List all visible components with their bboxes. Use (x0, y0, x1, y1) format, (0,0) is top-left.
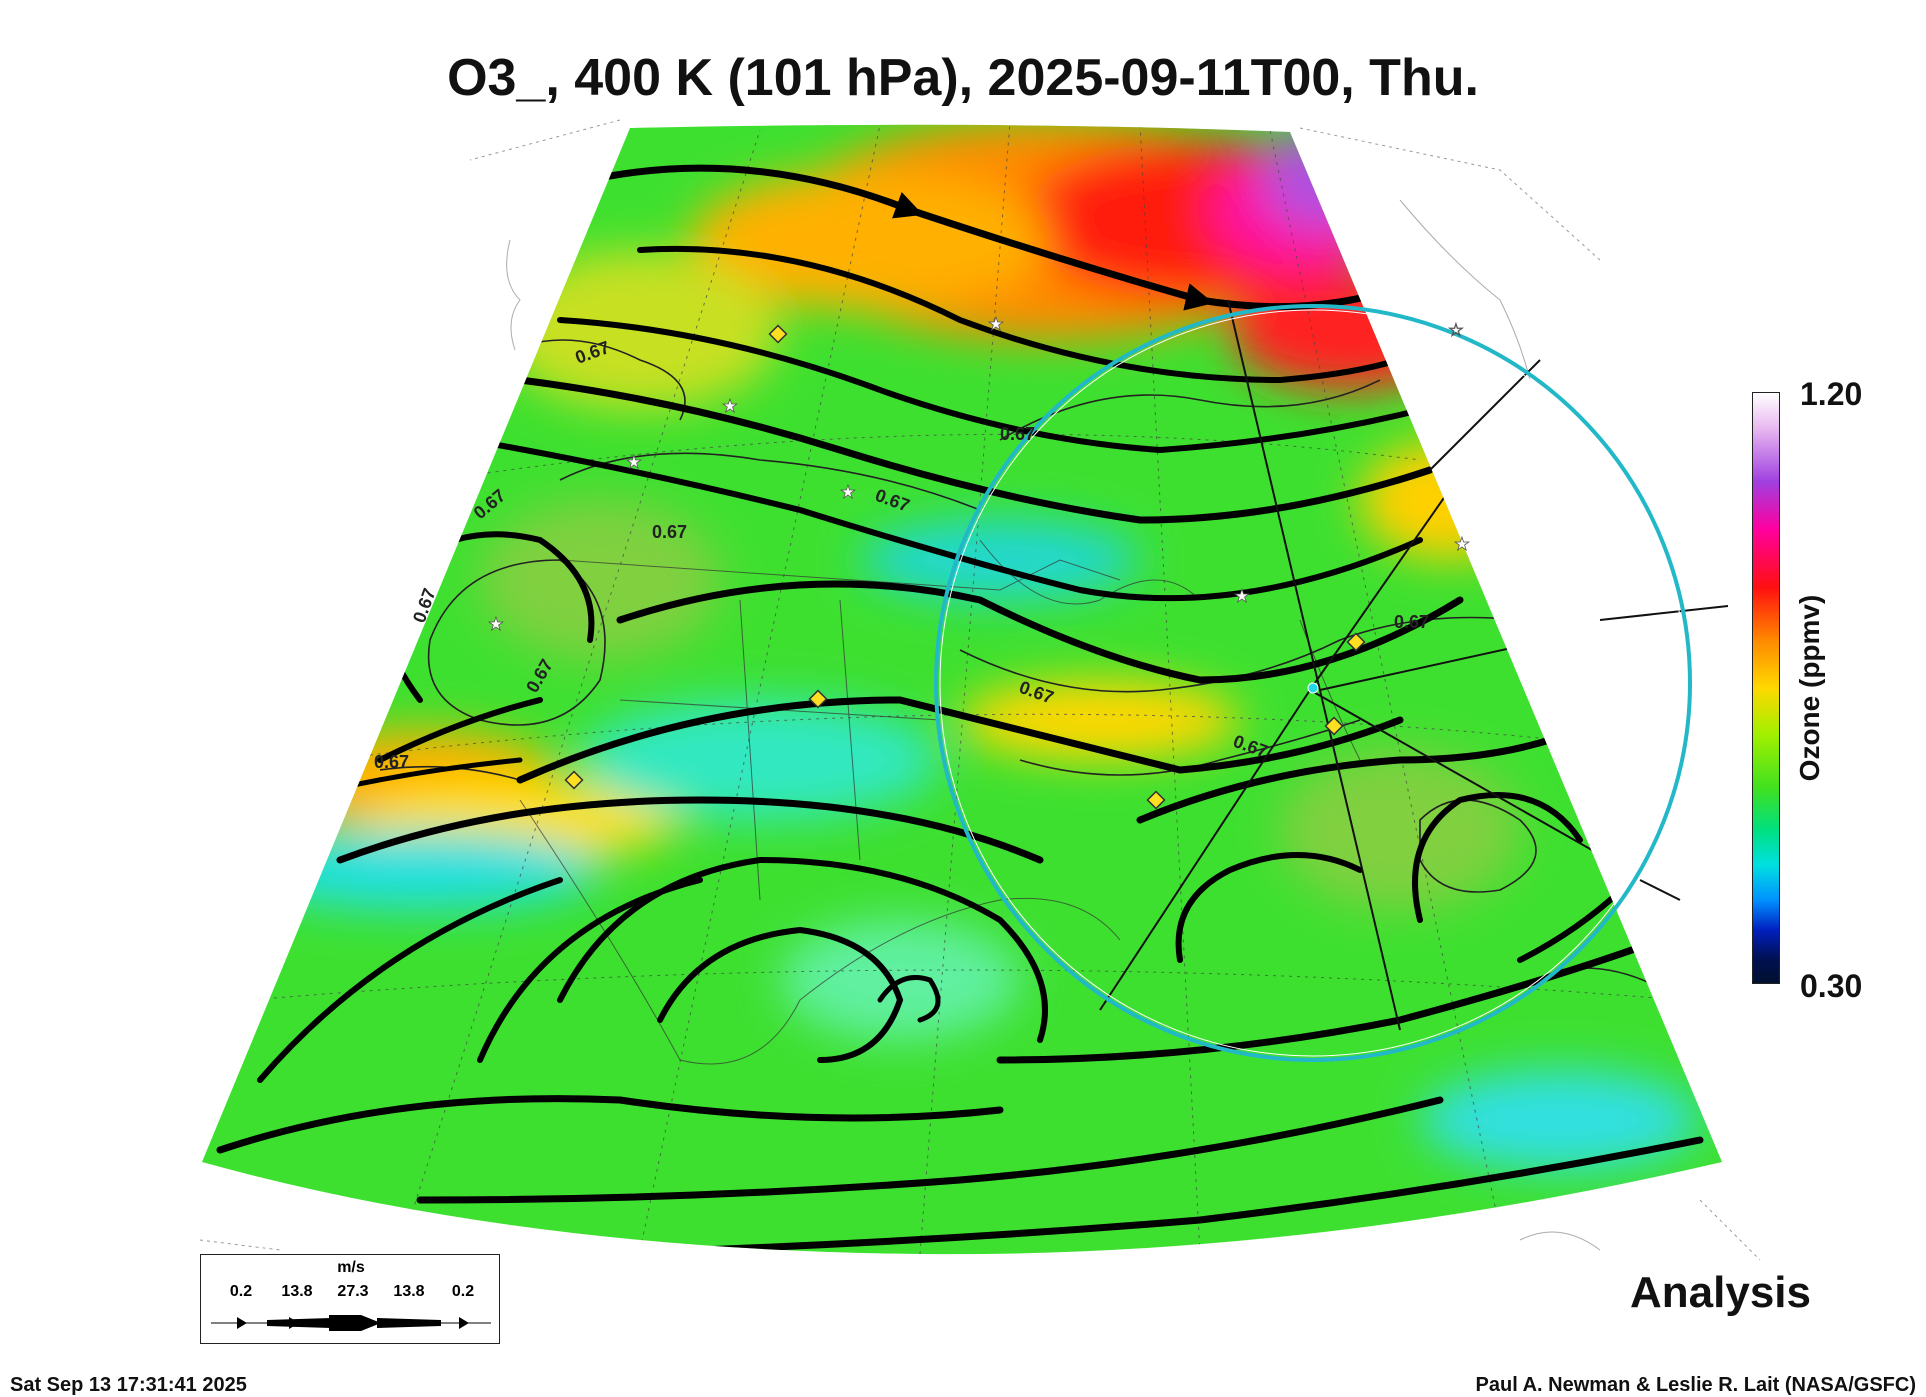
wind-legend-value: 13.8 (281, 1283, 313, 1300)
svg-text:★: ★ (626, 452, 642, 473)
station-marker (1307, 682, 1319, 694)
outer-coastlines (506, 199, 1601, 1251)
wind-legend-value: 13.8 (393, 1283, 425, 1300)
graticule-outside (199, 119, 1761, 1261)
svg-text:★: ★ (988, 314, 1004, 335)
svg-text:★: ★ (840, 482, 856, 503)
diamond-markers (564, 324, 1366, 810)
svg-text:★: ★ (1234, 586, 1250, 607)
credit-line: Paul A. Newman & Leslie R. Lait (NASA/GS… (1475, 1374, 1916, 1396)
analysis-label: Analysis (1630, 1268, 1811, 1317)
ozone-field (202, 124, 1722, 1255)
trajectory-lines-outer (1429, 359, 1729, 901)
wind-legend-arrow (211, 1315, 491, 1331)
wind-speed-legend: m/s 0.2 13.8 27.3 13.8 0.2 (200, 1254, 500, 1344)
svg-text:★: ★ (1454, 534, 1470, 555)
contour-label: 0.67 (652, 522, 687, 542)
contour-label: 0.67 (374, 752, 409, 772)
svg-text:★: ★ (722, 396, 738, 417)
colorbar-unit-label: Ozone (ppmv) (1794, 594, 1825, 782)
colorbar-max-label: 1.20 (1800, 376, 1863, 412)
wind-legend-unit: m/s (337, 1259, 365, 1276)
wind-legend-value: 27.3 (337, 1283, 369, 1300)
wind-legend-value: 0.2 (229, 1283, 253, 1300)
star-markers: ★ ★ ★ ★ ★ ★ ★ ☆ (488, 314, 1471, 636)
contour-label: 0.67 (1000, 424, 1035, 444)
timestamp: Sat Sep 13 17:31:41 2025 (10, 1374, 247, 1396)
wind-legend-value: 0.2 (451, 1283, 475, 1300)
ozone-colorbar (1752, 392, 1780, 984)
range-circle (934, 304, 1692, 1062)
svg-text:☆: ☆ (1448, 320, 1464, 341)
svg-text:★: ★ (488, 614, 504, 635)
colorbar-min-label: 0.30 (1800, 968, 1863, 1004)
contour-label-right: 0.67 (1394, 612, 1429, 632)
range-circle-inner (939, 309, 1687, 1057)
map-title: O3_, 400 K (101 hPa), 2025-09-11T00, Thu… (447, 49, 1479, 107)
